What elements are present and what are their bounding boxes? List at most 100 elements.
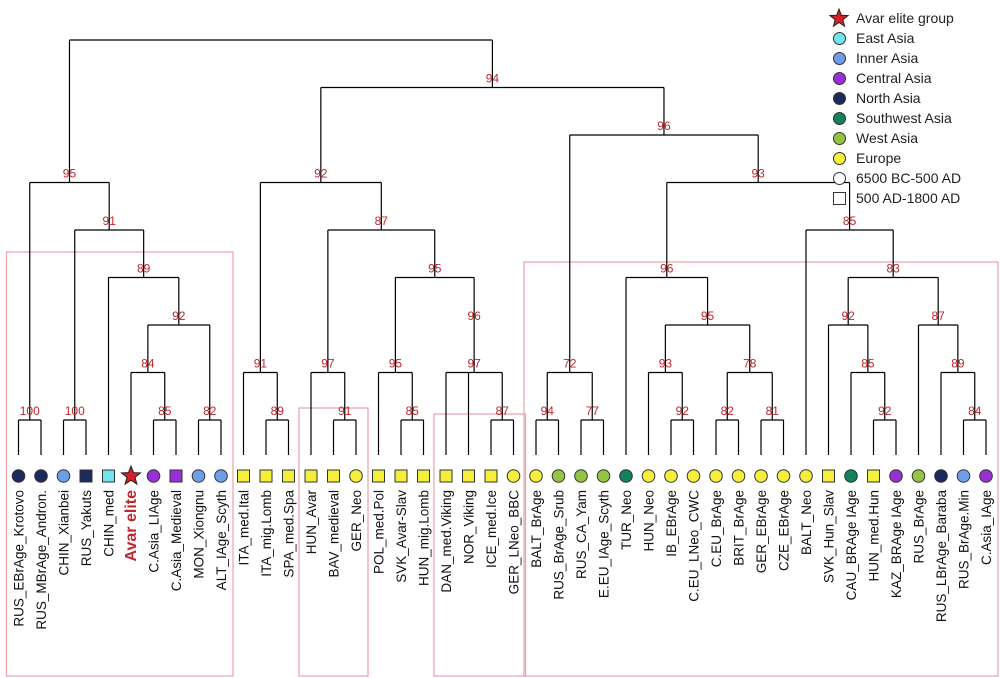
- leaf-label: NOR_Viking: [462, 490, 477, 564]
- bootstrap-value: 93: [659, 357, 673, 371]
- cluster-box-hun-avar: [298, 407, 369, 677]
- bootstrap-value: 92: [878, 404, 892, 418]
- leaf-label: POL_med.Pol: [372, 490, 387, 574]
- bootstrap-value: 81: [766, 404, 780, 418]
- leaf-label: RUS_BrAge_Srub: [552, 490, 567, 600]
- bootstrap-value: 89: [137, 262, 151, 276]
- bootstrap-value: 97: [321, 357, 335, 371]
- leaf-label: RUS_LBrAge_Baraba: [934, 490, 949, 623]
- leaf-label: ALT_IAge_Scyth: [214, 490, 229, 590]
- leaf-label: ICE_med.Ice: [484, 490, 499, 568]
- leaf-labels: RUS_EBrAge_Krotovo RUS_MBrAge_Andron. CHIN…: [12, 490, 995, 630]
- bootstrap-labels: 100 100 85 84 82 92 89 91 95 89 91 91 97 85 95 87 97 96 95…: [20, 72, 982, 419]
- leaf-circle-marker: [844, 469, 858, 483]
- bootstrap-value: 77: [586, 404, 600, 418]
- legend-item: Southwest Asia: [828, 108, 952, 128]
- leaf-label: RUS_BrAge: [912, 490, 927, 564]
- leaf-square-marker: [372, 469, 385, 483]
- leaf-circle-marker: [191, 469, 206, 483]
- leaf-label: CAU_BRAge IAge: [844, 490, 859, 600]
- leaf-circle-marker: [146, 469, 161, 483]
- bootstrap-value: 85: [158, 404, 172, 418]
- open-square-icon: [828, 188, 850, 208]
- leaf-label: Avar elite: [123, 490, 140, 562]
- leaf-square-marker: [259, 469, 273, 483]
- legend-item: Central Asia: [828, 68, 931, 88]
- leaf-label: RUS_BrAge.Min: [957, 490, 972, 589]
- cluster-box-asia: [5, 251, 234, 677]
- star-icon: [120, 464, 142, 486]
- bootstrap-value: 91: [338, 404, 352, 418]
- leaf-circle-marker: [506, 469, 521, 483]
- leaf-label: MON_Xiongnu: [192, 490, 207, 579]
- region-dot-icon: [828, 88, 850, 108]
- bootstrap-value: 87: [375, 214, 389, 228]
- leaf-label: BALT_Neo: [799, 490, 814, 555]
- leaf-label: CHIN_med: [102, 490, 117, 557]
- bootstrap-value: 95: [428, 262, 442, 276]
- leaf-label: SPA_med.Spa: [282, 490, 297, 578]
- legend-item: Inner Asia: [828, 48, 918, 68]
- leaf-circle-marker: [214, 469, 228, 483]
- leaf-circle-marker: [709, 469, 723, 483]
- legend-item: Avar elite group: [828, 8, 954, 28]
- cluster-box-west-eurasia: [523, 261, 999, 677]
- open-circle-icon: [828, 168, 850, 188]
- bootstrap-value: 100: [65, 404, 85, 418]
- leaf-square-marker: [169, 469, 183, 483]
- legend-label: Europe: [856, 150, 902, 166]
- legend-label: Central Asia: [856, 70, 932, 86]
- bootstrap-value: 92: [676, 404, 690, 418]
- leaf-circle-marker: [664, 469, 678, 483]
- leaf-label: E.EU_IAge_Scyth: [597, 490, 612, 598]
- leaf-circle-marker: [731, 469, 746, 483]
- leaf-square-marker: [79, 469, 93, 483]
- leaf-label: C.Asia_Medieval: [169, 490, 184, 591]
- region-dot-icon: [828, 108, 850, 128]
- bootstrap-value: 89: [951, 357, 965, 371]
- leaf-circle-marker: [34, 469, 48, 483]
- region-dot-icon: [828, 48, 850, 68]
- legend-label: East Asia: [856, 30, 915, 46]
- region-dot-icon: [828, 128, 850, 148]
- leaf-label: BAV_medieval: [327, 490, 342, 578]
- leaf-circle-marker: [574, 469, 588, 483]
- bootstrap-value: 72: [563, 357, 577, 371]
- legend-label: Avar elite group: [856, 10, 954, 26]
- leaf-label: HUN_Avar: [304, 490, 319, 555]
- leaf-circle-marker: [56, 469, 71, 483]
- tree-branches: [17, 39, 987, 455]
- leaf-label: RUS_MBrAge_Andron.: [34, 490, 49, 630]
- legend-item: North Asia: [828, 88, 921, 108]
- legend-label: Southwest Asia: [856, 110, 952, 126]
- leaf-label: RUS_EBrAge_Krotovo: [12, 490, 27, 627]
- legend-label: 6500 BC-500 AD: [856, 170, 962, 186]
- bootstrap-value: 93: [752, 167, 766, 181]
- leaf-circle-marker: [349, 469, 363, 483]
- legend-label: North Asia: [856, 90, 921, 106]
- bootstrap-value: 92: [172, 309, 186, 323]
- leaf-square-marker: [102, 469, 115, 483]
- leaf-label: RUS_Yakuts: [79, 490, 94, 567]
- leaf-square-marker: [439, 469, 453, 483]
- bootstrap-value: 85: [861, 357, 875, 371]
- leaf-circle-marker: [979, 469, 993, 483]
- bootstrap-value: 85: [406, 404, 420, 418]
- leaf-symbols: [11, 464, 993, 486]
- leaf-label: IB_EBrAge: [664, 490, 679, 557]
- leaf-circle-marker: [799, 469, 813, 483]
- leaf-circle-marker: [754, 469, 768, 483]
- bootstrap-value: 94: [486, 72, 500, 86]
- legend-item: 6500 BC-500 AD: [828, 168, 961, 188]
- leaf-label: GER_LNeo_BBC: [507, 490, 522, 595]
- leaf-label: CHIN_Xianbei: [57, 490, 72, 576]
- leaf-square-marker: [822, 469, 835, 483]
- leaf-circle-marker: [596, 469, 611, 483]
- bootstrap-value: 84: [141, 357, 155, 371]
- bootstrap-value: 92: [842, 309, 856, 323]
- leaf-square-marker: [237, 469, 250, 483]
- leaf-label: ITA_mig.Lomb: [259, 490, 274, 577]
- leaf-label: C.EU_BrAge: [709, 490, 724, 567]
- leaf-label: SVK_Avar-Slav: [394, 490, 409, 583]
